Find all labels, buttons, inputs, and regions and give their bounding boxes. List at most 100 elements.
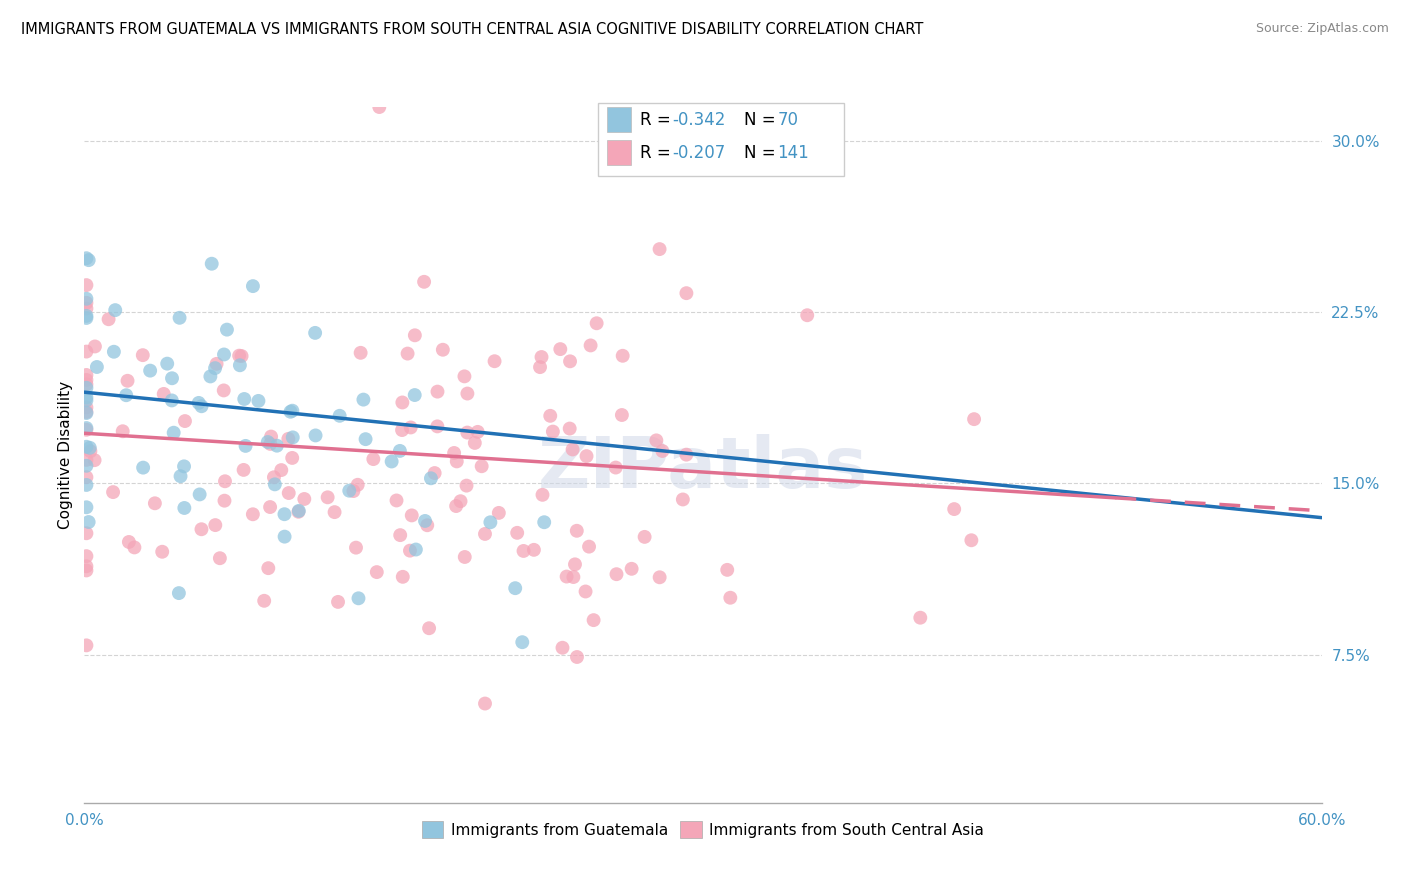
Point bbox=[86, 359, 108, 374]
Point bbox=[75, 292, 97, 306]
Point bbox=[253, 594, 276, 608]
Point bbox=[344, 541, 367, 555]
Point bbox=[605, 567, 627, 582]
Point bbox=[117, 374, 139, 388]
Point bbox=[538, 409, 561, 423]
Point bbox=[75, 309, 97, 323]
Text: -0.207: -0.207 bbox=[672, 144, 725, 161]
Point bbox=[533, 515, 555, 529]
Point bbox=[266, 439, 288, 453]
Point bbox=[454, 549, 477, 564]
Point bbox=[75, 549, 97, 563]
Point bbox=[651, 444, 673, 458]
Point bbox=[675, 448, 697, 462]
Point bbox=[242, 279, 264, 293]
Point bbox=[523, 542, 546, 557]
Point bbox=[277, 486, 299, 500]
Point bbox=[104, 303, 127, 318]
Point bbox=[200, 369, 222, 384]
Point bbox=[416, 518, 439, 533]
Point bbox=[75, 368, 97, 382]
Point bbox=[263, 470, 285, 484]
Point bbox=[675, 286, 697, 301]
Point bbox=[188, 487, 211, 501]
Point bbox=[204, 361, 226, 376]
Point bbox=[565, 650, 588, 665]
Point bbox=[281, 430, 304, 444]
Point bbox=[446, 454, 468, 468]
Point bbox=[404, 328, 426, 343]
Point bbox=[474, 697, 496, 711]
Point bbox=[391, 423, 413, 437]
Text: 70: 70 bbox=[778, 111, 799, 128]
Point bbox=[443, 446, 465, 460]
Point bbox=[77, 515, 100, 529]
Point bbox=[579, 338, 602, 352]
Point bbox=[530, 350, 553, 364]
Point bbox=[277, 432, 299, 446]
Point bbox=[75, 458, 97, 473]
Text: Source: ZipAtlas.com: Source: ZipAtlas.com bbox=[1256, 22, 1389, 36]
Point bbox=[558, 354, 581, 368]
Point bbox=[281, 403, 304, 417]
Point bbox=[304, 428, 326, 442]
Point bbox=[389, 528, 412, 542]
Point bbox=[456, 478, 478, 492]
Point bbox=[190, 399, 212, 413]
Point bbox=[118, 535, 141, 549]
Point bbox=[531, 488, 554, 502]
Point bbox=[399, 420, 422, 434]
Point bbox=[385, 493, 408, 508]
Point bbox=[75, 377, 97, 392]
Point bbox=[450, 494, 472, 508]
Point bbox=[510, 635, 533, 649]
Point bbox=[187, 396, 209, 410]
Point bbox=[235, 439, 257, 453]
Point bbox=[612, 349, 634, 363]
Point bbox=[503, 581, 526, 595]
Point bbox=[648, 570, 671, 584]
Point bbox=[426, 384, 449, 399]
Point bbox=[391, 395, 413, 409]
Point bbox=[456, 386, 478, 401]
Point bbox=[368, 100, 391, 114]
Point bbox=[346, 477, 368, 491]
Point bbox=[484, 354, 506, 368]
Text: ZIPatlas: ZIPatlas bbox=[538, 434, 868, 503]
Point bbox=[103, 344, 125, 359]
Point bbox=[259, 437, 281, 451]
Point bbox=[558, 421, 581, 435]
Point bbox=[75, 563, 97, 577]
Point bbox=[512, 544, 534, 558]
Point bbox=[79, 444, 101, 458]
Point bbox=[605, 460, 627, 475]
Point bbox=[174, 414, 197, 428]
Point bbox=[263, 477, 285, 491]
Point bbox=[101, 485, 124, 500]
Point bbox=[316, 491, 339, 505]
Point bbox=[574, 584, 596, 599]
Point bbox=[633, 530, 655, 544]
Point bbox=[139, 364, 162, 378]
Point bbox=[281, 450, 304, 465]
Point bbox=[479, 516, 502, 530]
Text: N =: N = bbox=[744, 144, 780, 161]
Point bbox=[190, 522, 212, 536]
Point bbox=[388, 444, 411, 458]
Point bbox=[960, 533, 983, 548]
Legend: Immigrants from Guatemala, Immigrants from South Central Asia: Immigrants from Guatemala, Immigrants fr… bbox=[416, 815, 990, 844]
Point bbox=[444, 499, 467, 513]
Point bbox=[396, 346, 419, 360]
Point bbox=[564, 558, 586, 572]
Point bbox=[381, 454, 404, 468]
Point bbox=[561, 442, 583, 457]
Point bbox=[401, 508, 423, 523]
Point bbox=[75, 421, 97, 435]
Point bbox=[75, 393, 97, 408]
Point bbox=[212, 384, 235, 398]
Point bbox=[610, 408, 633, 422]
Point bbox=[115, 388, 138, 402]
Point bbox=[75, 251, 97, 265]
Point bbox=[228, 349, 250, 363]
Point bbox=[474, 527, 496, 541]
